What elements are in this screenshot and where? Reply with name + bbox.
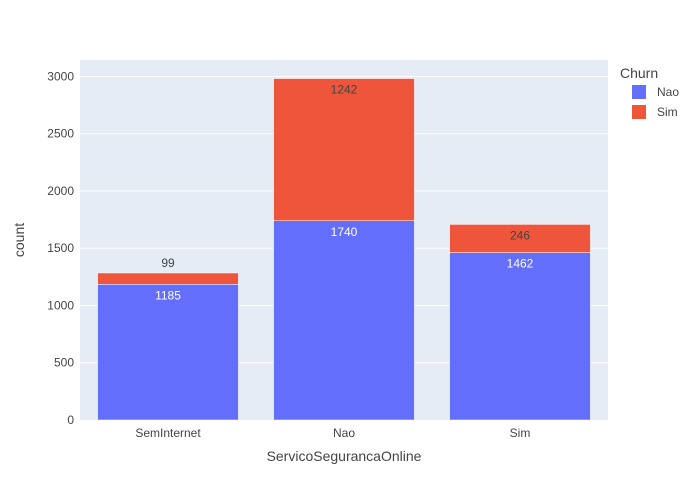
legend-swatch-sim[interactable] [632, 105, 646, 119]
bar-data-label: 1462 [507, 257, 534, 271]
bar-nao-sim[interactable] [449, 252, 591, 421]
bar-data-label: 99 [161, 256, 175, 270]
bar-data-label: 1242 [331, 83, 358, 97]
bar-data-label: 1185 [155, 288, 181, 302]
bar-data-label: 246 [510, 228, 530, 242]
legend-swatch-nao[interactable] [632, 85, 646, 99]
legend-label-nao[interactable]: Nao [657, 85, 679, 99]
x-axis-title: ServicoSegurancaOnline [267, 448, 422, 464]
bar-nao-seminternet[interactable] [97, 284, 239, 421]
bar-sim-sim[interactable] [449, 224, 591, 253]
x-tick-label: SemInternet [135, 426, 201, 440]
y-axis-title: count [11, 223, 27, 257]
x-axis-ticks: SemInternet Nao Sim [135, 426, 530, 440]
x-tick-label: Sim [510, 426, 531, 440]
y-tick-label: 0 [67, 413, 74, 427]
bar-labels: 1185 99 1740 1242 1462 246 [155, 83, 534, 303]
y-tick-label: 500 [54, 356, 74, 370]
bar-nao-nao[interactable] [273, 220, 415, 421]
legend-label-sim[interactable]: Sim [657, 105, 678, 119]
bar-data-label: 1740 [331, 225, 358, 239]
legend[interactable]: Churn Nao Sim [620, 65, 679, 119]
x-tick-label: Nao [333, 426, 355, 440]
bar-sim-nao[interactable] [273, 78, 415, 222]
y-tick-label: 1500 [47, 241, 74, 255]
y-axis-ticks: 0 500 1000 1500 2000 2500 3000 [47, 69, 74, 427]
bars [97, 78, 591, 421]
y-tick-label: 1000 [47, 298, 74, 312]
y-tick-label: 3000 [47, 69, 74, 83]
legend-title: Churn [620, 65, 658, 81]
y-tick-label: 2500 [47, 127, 74, 141]
bar-sim-seminternet[interactable] [97, 272, 239, 285]
y-tick-label: 2000 [47, 184, 74, 198]
